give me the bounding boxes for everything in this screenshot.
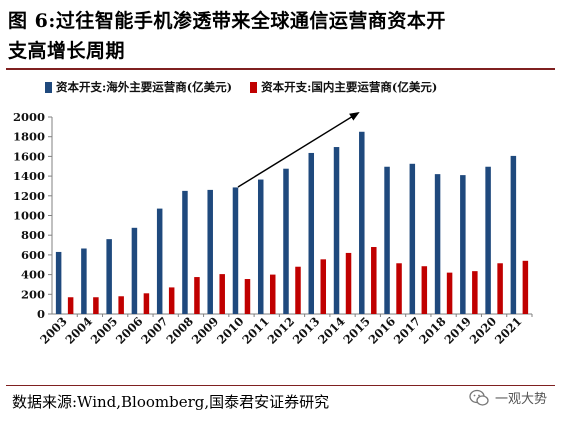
bar-domestic-2007 xyxy=(168,287,175,314)
x-tick-label: 2011 xyxy=(239,314,272,347)
bar-domestic-2009 xyxy=(219,274,225,314)
trend-arrow xyxy=(237,111,360,188)
x-tick-label: 2012 xyxy=(265,314,298,347)
x-tick-label: 2008 xyxy=(164,314,197,347)
y-tick-label: 800 xyxy=(21,228,45,242)
x-tick-label: 2005 xyxy=(88,314,121,347)
x-tick-label: 2010 xyxy=(214,314,247,347)
bar-overseas-2006 xyxy=(131,227,138,314)
bar-overseas-2003 xyxy=(55,251,62,314)
legend-item-overseas: 资本开支:海外主要运营商(亿美元) xyxy=(45,79,232,95)
bar-domestic-2011 xyxy=(269,274,276,314)
bar-domestic-2014 xyxy=(345,252,352,314)
title-divider xyxy=(6,68,555,70)
bar-domestic-2012 xyxy=(295,266,301,314)
bar-overseas-2014 xyxy=(333,147,340,314)
bar-domestic-2008 xyxy=(194,277,200,314)
bar-chart: 0 200 400 600 800 1000 1200 1400 1600 1800 2000 200… xyxy=(13,110,533,347)
bar-overseas-2010 xyxy=(232,187,239,314)
chart-legend: 资本开支:海外主要运营商(亿美元) 资本开支:国内主要运营商(亿美元) xyxy=(45,79,451,95)
y-tick-label: 1200 xyxy=(13,189,45,203)
bar-overseas-2008 xyxy=(182,190,188,315)
legend-item-domestic: 资本开支:国内主要运营商(亿美元) xyxy=(250,79,437,95)
y-tick-label: 400 xyxy=(21,268,45,282)
y-tick-label: 0 xyxy=(37,307,45,321)
bar-domestic-2006 xyxy=(143,293,150,314)
bar-overseas-2005 xyxy=(106,239,112,314)
x-tick-label: 2004 xyxy=(62,314,95,347)
y-tick-label: 200 xyxy=(21,287,45,301)
x-tick-label: 2018 xyxy=(416,314,449,347)
bar-overseas-2011 xyxy=(257,179,264,314)
watermark-label: 一观大势 xyxy=(494,392,547,407)
bar-overseas-2019 xyxy=(460,175,466,314)
bar-overseas-2021 xyxy=(510,155,517,314)
bar-domestic-2015 xyxy=(371,247,377,314)
bar-domestic-2013 xyxy=(320,259,327,314)
footer-divider xyxy=(6,385,555,386)
x-tick-label: 2015 xyxy=(340,314,373,347)
bar-domestic-2019 xyxy=(472,271,478,314)
x-tick-label: 2009 xyxy=(189,314,222,347)
bar-domestic-2003 xyxy=(67,297,74,314)
bar-overseas-2015 xyxy=(359,131,365,314)
x-tick-label: 2007 xyxy=(138,314,171,347)
source-note: 数据来源:Wind,Bloomberg,国泰君安证券研究 xyxy=(12,393,330,411)
x-tick-label: 2014 xyxy=(315,314,348,347)
y-tick-label: 1400 xyxy=(13,169,45,183)
legend-swatch-domestic xyxy=(250,81,258,93)
chart-title-line-1: 图 6:过往智能手机渗透带来全球通信运营商资本开 xyxy=(8,10,446,32)
y-tick-label: 2000 xyxy=(13,110,45,124)
bar-domestic-2005 xyxy=(118,296,124,314)
legend-label-domestic: 资本开支:国内主要运营商(亿美元) xyxy=(261,80,438,94)
bar-overseas-2018 xyxy=(434,174,441,314)
bar-overseas-2017 xyxy=(409,163,416,314)
bar-domestic-2020 xyxy=(497,263,503,314)
bar-overseas-2020 xyxy=(485,166,491,314)
x-tick-label: 2017 xyxy=(391,314,424,347)
x-tick-label: 2016 xyxy=(366,314,399,347)
bar-overseas-2007 xyxy=(156,208,163,314)
x-tick-label: 2019 xyxy=(441,314,474,347)
y-tick-label: 1600 xyxy=(13,149,45,163)
watermark: 一观大势 xyxy=(469,388,547,407)
y-tick-label: 600 xyxy=(21,248,45,262)
bar-domestic-2010 xyxy=(244,279,251,314)
x-tick-label: 2013 xyxy=(290,314,323,347)
chart-title-line-2: 支高增长周期 xyxy=(8,40,126,62)
bar-overseas-2004 xyxy=(81,248,87,314)
bar-overseas-2012 xyxy=(283,168,289,314)
wechat-icon xyxy=(469,389,489,406)
y-tick-label: 1000 xyxy=(13,209,45,223)
x-tick-label: 2021 xyxy=(492,314,525,347)
bar-domestic-2021 xyxy=(522,260,529,314)
bar-domestic-2017 xyxy=(421,266,428,314)
bar-domestic-2018 xyxy=(446,272,453,314)
x-tick-label: 2006 xyxy=(113,314,146,347)
bar-domestic-2004 xyxy=(93,297,99,314)
x-tick-label: 2020 xyxy=(467,314,500,347)
legend-swatch-overseas xyxy=(45,81,52,93)
bar-domestic-2016 xyxy=(396,263,402,314)
y-tick-label: 1800 xyxy=(13,130,45,144)
bar-overseas-2009 xyxy=(207,189,213,314)
bar-overseas-2013 xyxy=(308,152,315,314)
legend-label-overseas: 资本开支:海外主要运营商(亿美元) xyxy=(56,80,233,94)
bar-overseas-2016 xyxy=(384,166,390,314)
